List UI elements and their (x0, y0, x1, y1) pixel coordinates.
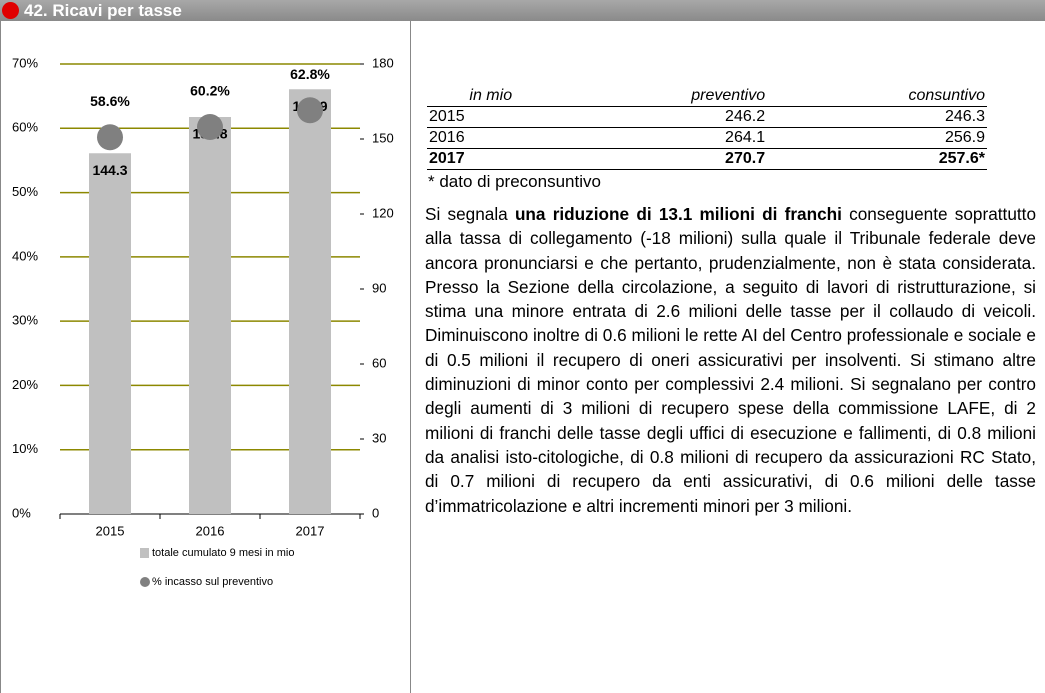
table-body: 2015 246.2 246.3 2016 264.1 256.9 2017 270.7 257… (427, 106, 987, 170)
table-cell: 270.7 (554, 148, 768, 170)
y2-tick-label: 120 (372, 205, 394, 220)
x-tick-label: 2017 (296, 523, 325, 538)
y2-tick-label: 150 (372, 130, 394, 145)
legend-swatch (140, 577, 150, 587)
table-row: 2015 246.2 246.3 (427, 106, 987, 128)
chart: 0% 10% 20% 30% 40% 50% 60% 70% 0 30 60 90 120 150 180 2… (0, 21, 411, 693)
table-row: 2017 270.7 257.6* (427, 148, 987, 170)
y2-tick-label: 90 (372, 280, 386, 295)
table-cell: 2016 (427, 127, 555, 149)
dot-value-label: 58.6% (90, 93, 130, 109)
y-tick-label: 30% (12, 313, 38, 328)
table-row: 2016 264.1 256.9 (427, 127, 987, 149)
column-header: in mio (427, 86, 555, 107)
table-cell: 257.6* (767, 148, 987, 170)
legend-swatch (140, 548, 149, 558)
header-bar: 42. Ricavi per tasse (0, 0, 1045, 21)
table-cell: 2017 (427, 148, 555, 170)
bar (289, 89, 331, 514)
table-header: in mio preventivo consuntivo (427, 86, 987, 107)
text: Si segnala (425, 204, 515, 224)
y2-tick-label: 180 (372, 55, 394, 70)
table-cell: 246.3 (767, 106, 987, 128)
dot (297, 97, 323, 124)
paragraph: Si segnala una riduzione di 13.1 milioni… (425, 202, 1036, 518)
bar (189, 117, 231, 514)
dot-value-label: 62.8% (290, 66, 330, 82)
y2-tick-label: 30 (372, 430, 386, 445)
table-cell: 264.1 (554, 127, 768, 149)
legend-label: totale cumulato 9 mesi in mio (152, 547, 294, 559)
dot-value-label: 60.2% (190, 83, 230, 99)
y-tick-label: 50% (12, 184, 38, 199)
column-header: preventivo (554, 86, 768, 107)
header-title: 42. Ricavi per tasse (24, 1, 182, 20)
y-tick-label: 10% (12, 441, 38, 456)
text: conseguente soprattutto alla tassa di co… (425, 204, 1036, 516)
table-cell: 2015 (427, 106, 555, 128)
legend-label: % incasso sul preventivo (152, 576, 273, 588)
header-icon (2, 2, 19, 19)
x-tick-label: 2015 (96, 523, 125, 538)
note: * dato di preconsuntivo (428, 172, 601, 191)
x-tick-label: 2016 (196, 523, 225, 538)
table-cell: 246.2 (554, 106, 768, 128)
y-tick-label: 60% (12, 120, 38, 135)
dot (197, 114, 223, 140)
y-tick-label: 20% (12, 377, 38, 392)
bar (89, 153, 131, 514)
text-bold: una riduzione di 13.1 milioni di franchi (514, 204, 842, 224)
bar-value-label: 144.3 (92, 162, 127, 178)
y2-tick-label: 60 (372, 355, 386, 370)
y-tick-label: 0% (12, 505, 31, 520)
y-tick-label: 40% (12, 248, 38, 263)
dot (97, 124, 123, 151)
column-header: consuntivo (767, 86, 987, 107)
y-tick-label: 70% (12, 55, 38, 70)
data-table: in mio preventivo consuntivo 2015 246.2 246.… (427, 86, 987, 170)
table-cell: 256.9 (767, 127, 987, 149)
y2-tick-label: 0 (372, 505, 379, 520)
